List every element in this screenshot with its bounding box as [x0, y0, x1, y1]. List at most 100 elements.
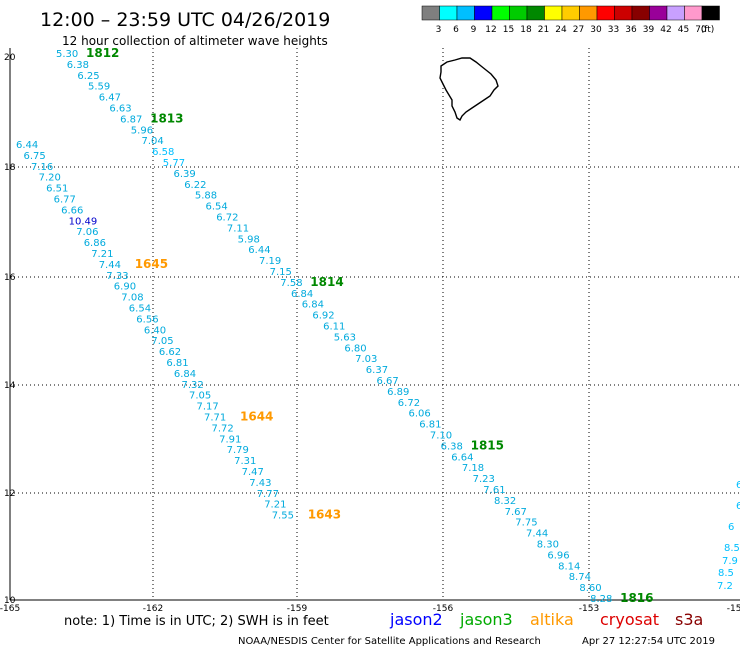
pass-time-label: 1813 — [150, 111, 183, 125]
legend-label: 45 — [678, 25, 689, 35]
legend-swatch — [456, 5, 475, 21]
swh-value: 8.14 — [558, 561, 580, 572]
legend-unit: (ft) — [701, 25, 715, 35]
swh-value: 7.44 — [526, 529, 548, 540]
swh-value: 8.5 — [724, 543, 740, 554]
swh-value: 7.16 — [31, 162, 53, 173]
swh-value: 6.39 — [174, 169, 196, 180]
legend-label: 3 — [436, 25, 442, 35]
swh-value: 7.79 — [227, 445, 249, 456]
lon-tick-label: -162 — [143, 604, 163, 614]
lon-tick-label: -153 — [579, 604, 599, 614]
swh-value: 7.58 — [280, 278, 302, 289]
legend-label: 21 — [538, 25, 549, 35]
page-subtitle: 12 hour collection of altimeter wave hei… — [62, 34, 328, 48]
mission-jason3: jason3 — [459, 610, 513, 629]
swh-value: 7.11 — [227, 223, 249, 234]
swh-value: 6.25 — [77, 71, 99, 82]
swh-value: 7.06 — [76, 227, 98, 238]
legend-label: 42 — [660, 25, 671, 35]
swh-value: 6.66 — [61, 205, 83, 216]
lon-tick-label: -165 — [0, 604, 20, 614]
legend-label: 30 — [590, 25, 602, 35]
lat-tick-label: 18 — [4, 163, 16, 173]
swh-value: 5.96 — [131, 125, 153, 136]
swh-value: 7.23 — [473, 474, 495, 485]
swh-value: 6 — [736, 480, 740, 491]
axis-tick-labels: -165-162-159-156-153-150201816141210 — [0, 53, 740, 614]
lon-tick-label: -156 — [433, 604, 454, 614]
swh-value: 6.44 — [16, 140, 38, 151]
legend-swatch — [491, 5, 510, 21]
lat-tick-label: 20 — [4, 53, 16, 63]
swh-value: 5.77 — [163, 158, 185, 169]
swh-value: 8.28 — [590, 594, 612, 605]
legend-label: 9 — [471, 25, 477, 35]
pass-time-label: 1643 — [308, 508, 341, 522]
legend-swatch — [701, 5, 720, 21]
swh-value: 7.32 — [182, 380, 204, 391]
pass-time-label: 1645 — [135, 257, 168, 271]
swh-value: 6.51 — [46, 184, 68, 195]
pass-time-label: 1812 — [86, 46, 119, 60]
swh-value: 6.22 — [184, 180, 206, 191]
swh-value: 6.44 — [248, 245, 270, 256]
swh-value: 7.17 — [197, 402, 219, 413]
mission-legend: jason2 jason3 altika cryosat s3a — [389, 610, 703, 629]
credit-line: NOAA/NESDIS Center for Satellite Applica… — [238, 636, 541, 647]
legend-swatch — [649, 5, 668, 21]
swh-value: 6.87 — [120, 114, 142, 125]
swh-value: 6 — [736, 501, 740, 512]
swh-value: 7.2 — [717, 581, 733, 592]
swh-value: 6.75 — [24, 151, 46, 162]
mission-jason2: jason2 — [389, 610, 443, 629]
swh-value: 6.84 — [302, 300, 324, 311]
swh-value: 7.18 — [462, 463, 484, 474]
legend-swatch — [684, 5, 703, 21]
swh-value: 6.77 — [54, 195, 76, 206]
swh-value: 7.61 — [483, 485, 505, 496]
legend-label: 27 — [573, 25, 584, 35]
legend-swatch — [526, 5, 545, 21]
swh-value: 7.43 — [249, 478, 271, 489]
legend-swatch — [509, 5, 528, 21]
swh-value: 6.72 — [398, 398, 420, 409]
legend-swatch — [579, 5, 598, 21]
swh-value: 6.06 — [409, 409, 431, 420]
swh-value: 5.30 — [56, 49, 78, 60]
swh-value: 6.81 — [166, 358, 188, 369]
legend-swatch — [421, 5, 440, 21]
swh-value: 7.55 — [272, 511, 294, 522]
swh-value: 5.98 — [238, 234, 260, 245]
swh-value: 6.54 — [129, 304, 151, 315]
swh-value: 6.38 — [441, 441, 463, 452]
swh-value: 8.32 — [494, 496, 516, 507]
swh-value: 8.60 — [579, 583, 601, 594]
lon-tick-label: -159 — [287, 604, 308, 614]
swh-value: 6.38 — [67, 60, 89, 71]
swh-value: 7.05 — [189, 391, 211, 402]
swh-value: 6.86 — [84, 238, 106, 249]
legend-swatch — [474, 5, 493, 21]
swh-value: 5.59 — [88, 82, 110, 93]
legend-swatch — [614, 5, 633, 21]
swh-value: 7.44 — [99, 260, 121, 271]
swh-value: 6.72 — [216, 213, 238, 224]
timestamp: Apr 27 12:27:54 UTC 2019 — [582, 636, 715, 647]
altimeter-tracks: 5.306.386.255.596.476.636.875.967.046.58… — [16, 46, 654, 605]
legend-label: 33 — [608, 25, 619, 35]
lon-tick-label: -150 — [727, 604, 740, 614]
grid-lines — [10, 48, 740, 600]
swh-value: 7.67 — [505, 507, 527, 518]
pass-time-label: 1644 — [240, 410, 273, 424]
swh-value: 7.77 — [257, 489, 279, 500]
legend-label: 36 — [625, 25, 637, 35]
lat-tick-label: 10 — [4, 596, 16, 606]
swh-value: 6.37 — [366, 365, 388, 376]
swh-value: 6.47 — [99, 93, 121, 104]
swh-value: 6.64 — [451, 452, 473, 463]
lat-tick-label: 16 — [4, 273, 16, 283]
mission-s3a: s3a — [675, 610, 703, 629]
hawaii-island-outline — [439, 57, 499, 122]
